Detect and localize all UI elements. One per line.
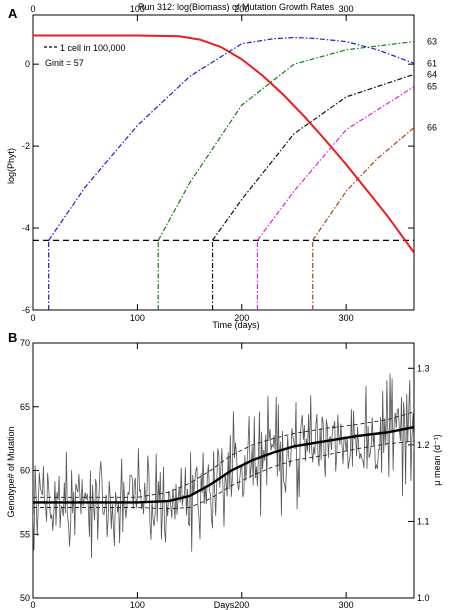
x-tick-label: 200 [234, 313, 249, 323]
y-tick-label: -6 [22, 305, 30, 315]
legend-ginit-label: Ginit = 57 [45, 58, 84, 68]
panel-b-xlabel: Days [214, 600, 235, 610]
smoothed-mean-line [33, 425, 414, 504]
y-tick-label: 55 [20, 529, 30, 539]
series-end-label-64: 64 [427, 69, 437, 79]
panel-b-label: B [8, 330, 17, 345]
legend-line-label: 1 cell in 100,000 [60, 43, 126, 53]
x-tick-label: 0 [30, 313, 35, 323]
upper-band-line [33, 411, 414, 498]
x-tick-label: 300 [339, 313, 354, 323]
panel-a-label: A [8, 6, 18, 21]
series-line-61 [48, 36, 414, 241]
panel-b-y2label: μ mean (d⁻¹) [432, 434, 442, 485]
x-tick-label: 200 [234, 600, 249, 610]
series-line-64 [212, 73, 414, 241]
series-end-label-65: 65 [427, 82, 437, 92]
y2-tick-label: 1.2 [417, 440, 430, 450]
panel-b-frame [32, 342, 415, 599]
y-tick-label: -2 [22, 141, 30, 151]
panel-a-ylabel: log(Phyt) [6, 148, 16, 184]
x-top-tick-label: 100 [130, 4, 145, 14]
daily-genotype-trace [33, 373, 414, 559]
x-top-tick-label: 300 [339, 4, 354, 14]
series-end-label-66: 66 [427, 123, 437, 133]
y-tick-label: 50 [20, 593, 30, 603]
panel-b-series-group [33, 373, 414, 559]
y-tick-label: 60 [20, 466, 30, 476]
y-tick-label: 70 [20, 338, 30, 348]
x-tick-label: 100 [130, 600, 145, 610]
panel-b-ylabel: Genotype# of Mutation [6, 426, 16, 517]
panel-a-xlabel: Time (days) [212, 320, 259, 330]
y-tick-label: 65 [20, 402, 30, 412]
panel-a-series-group [33, 34, 414, 310]
y-tick-label: 0 [25, 59, 30, 69]
y2-tick-label: 1.0 [417, 593, 430, 603]
x-tick-label: 300 [339, 600, 354, 610]
series-end-label-63: 63 [427, 37, 437, 47]
y2-tick-label: 1.3 [417, 363, 430, 373]
series-line-63 [157, 41, 414, 241]
series-line-parent [33, 34, 414, 254]
lower-band-line [33, 440, 414, 510]
x-tick-label: 100 [130, 313, 145, 323]
series-line-65 [256, 86, 414, 241]
x-tick-label: 0 [30, 600, 35, 610]
panel-a-title: Run 312: log(Biomass) of Mutation Growth… [138, 2, 335, 12]
x-top-tick-label: 0 [30, 4, 35, 14]
y2-tick-label: 1.1 [417, 516, 430, 526]
panel-a-frame [32, 14, 415, 311]
y-tick-label: -4 [22, 223, 30, 233]
series-end-label-61: 61 [427, 58, 437, 68]
series-line-66 [312, 127, 414, 241]
x-top-tick-label: 200 [234, 4, 249, 14]
